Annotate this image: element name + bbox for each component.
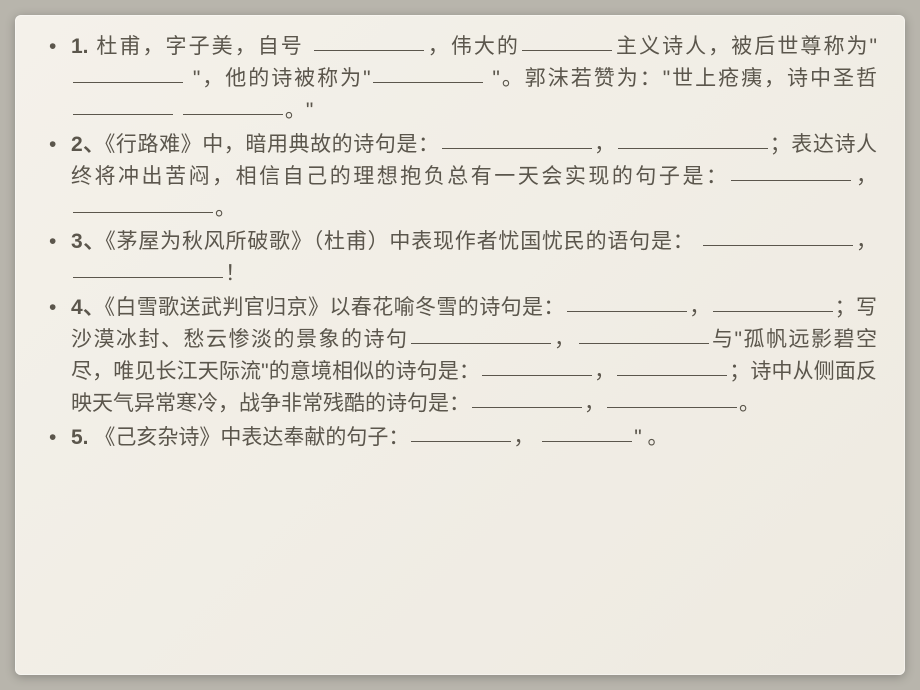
fill-blank	[472, 388, 582, 408]
fill-blank	[618, 129, 768, 149]
fill-blank	[731, 161, 851, 181]
fill-blank	[579, 324, 709, 344]
question-item-2: 2、《行路难》中，暗用典故的诗句是：，；表达诗人终将冲出苦闷，相信自己的理想抱负…	[49, 129, 877, 225]
fill-blank	[373, 63, 483, 83]
slide-card: 1. 杜甫，字子美，自号 ，伟大的主义诗人，被后世尊称为" "，他的诗被称为" …	[15, 15, 905, 675]
text-segment: ，	[553, 328, 577, 351]
text-segment: ，	[513, 426, 540, 449]
text-segment: ，	[855, 230, 877, 253]
text-segment: 《茅屋为秋风所破歌》（杜甫）中表现作者忧国忧民的语句是：	[105, 230, 701, 253]
text-segment: 《行路难》中，暗用典故的诗句是：	[105, 133, 440, 156]
text-segment: ，	[853, 165, 877, 188]
text-segment: ！	[225, 262, 246, 285]
fill-blank	[73, 193, 213, 213]
text-segment: ，	[584, 392, 605, 415]
fill-blank	[567, 292, 687, 312]
fill-blank	[73, 63, 183, 83]
text-segment: 。"	[285, 99, 313, 122]
fill-blank	[183, 95, 283, 115]
fill-blank	[73, 95, 173, 115]
fill-blank	[607, 388, 737, 408]
fill-blank	[411, 324, 551, 344]
text-segment: ，	[689, 296, 711, 319]
question-number: 5.	[71, 426, 94, 449]
fill-blank	[713, 292, 833, 312]
fill-blank	[73, 258, 223, 278]
fill-blank	[522, 31, 612, 51]
text-segment: 《己亥杂诗》中表达奉献的句子：	[94, 426, 409, 449]
text-segment: 杜甫，字子美，自号	[96, 35, 311, 58]
fill-blank	[617, 356, 727, 376]
question-item-4: 4、《白雪歌送武判官归京》以春花喻冬雪的诗句是：，；写沙漠冰封、愁云惨淡的景象的…	[49, 292, 877, 420]
text-segment: 《白雪歌送武判官归京》以春花喻冬雪的诗句是：	[104, 296, 564, 319]
text-segment: ，	[594, 360, 615, 383]
text-segment: 。	[215, 197, 236, 220]
text-segment: ，伟大的	[426, 35, 520, 58]
fill-blank	[411, 422, 511, 442]
question-item-1: 1. 杜甫，字子美，自号 ，伟大的主义诗人，被后世尊称为" "，他的诗被称为" …	[49, 31, 877, 127]
question-list: 1. 杜甫，字子美，自号 ，伟大的主义诗人，被后世尊称为" "，他的诗被称为" …	[49, 31, 877, 454]
fill-blank	[542, 422, 632, 442]
question-number: 3、	[71, 230, 105, 253]
question-number: 4、	[71, 296, 104, 319]
question-number: 2、	[71, 133, 105, 156]
text-segment	[175, 99, 181, 122]
text-segment: 。	[739, 392, 760, 415]
question-number: 1.	[71, 35, 96, 58]
question-item-5: 5. 《己亥杂诗》中表达奉献的句子： ， " 。	[49, 422, 877, 454]
question-item-3: 3、《茅屋为秋风所破歌》（杜甫）中表现作者忧国忧民的语句是： ， ！	[49, 226, 877, 290]
fill-blank	[482, 356, 592, 376]
text-segment: "。郭沫若赞为："世上疮痍，诗中圣哲	[485, 67, 877, 90]
text-segment: 主义诗人，被后世尊称为"	[614, 35, 877, 58]
text-segment: ，	[594, 133, 616, 156]
text-segment: "，他的诗被称为"	[185, 67, 371, 90]
text-segment: " 。	[634, 426, 668, 449]
fill-blank	[314, 31, 424, 51]
fill-blank	[703, 227, 853, 247]
fill-blank	[442, 129, 592, 149]
